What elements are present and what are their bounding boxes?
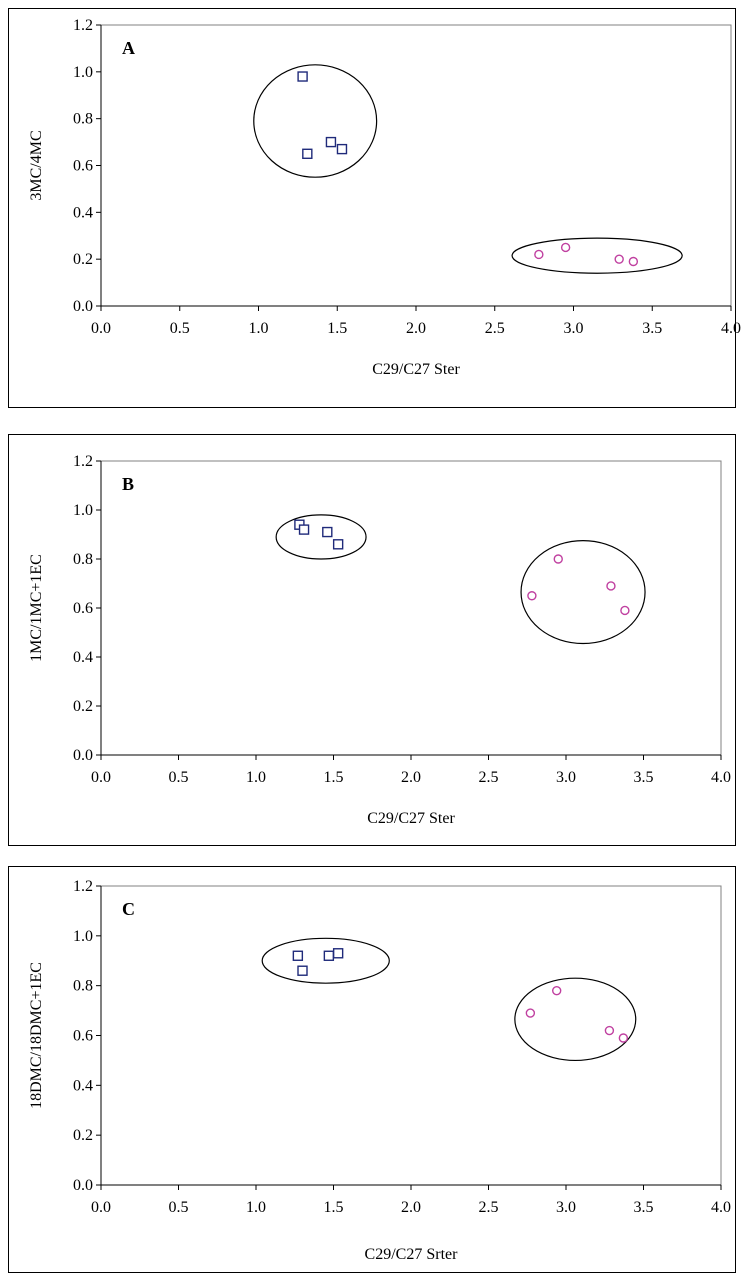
data-point-circle [560,242,571,253]
data-point-circle [618,1033,629,1043]
x-tick-label: 3.0 [556,1199,576,1216]
data-point-square [297,71,308,82]
y-tick-label: 1.2 [73,453,93,470]
data-point-square [323,950,335,961]
plot-area [100,885,722,1186]
data-point-circle [604,1025,615,1036]
data-point-circle [534,249,544,260]
y-tick-label: 0.6 [73,158,93,175]
x-tick-label: 2.5 [485,320,505,337]
chart-panel-c: 0.0 0.5 1.0 1.5 2.0 2.5 3.0 3.5 4.0 0.0 0.2 0.4 0.6 0… [8,866,736,1273]
group-ellipse [253,64,378,178]
y-tick-label: 0.6 [73,1028,93,1045]
data-point-circle [527,591,537,601]
panel-label: A [122,38,135,58]
data-point-circle [606,581,616,591]
x-tick-label: 4.0 [711,1199,731,1216]
x-tick-label: 3.5 [634,1199,654,1216]
x-axis-title: C29/C27 Ster [367,810,455,827]
data-point-circle [552,985,562,996]
x-tick-label: 2.0 [401,1199,421,1216]
scatter-chart-b: 0.0 0.5 1.0 1.5 2.0 2.5 3.0 3.5 4.0 0.0 0.2 0.4 0.6 0… [28,453,731,827]
chart-panel-a: 0.0 0.5 1.0 1.5 2.0 2.5 3.0 3.5 4.0 0.0 0.2 0.4 0.6 0… [8,8,741,408]
data-point-square [322,526,333,538]
y-tick-label: 1.2 [73,17,93,34]
group-ellipse [275,514,367,560]
x-tick-label: 2.0 [406,320,426,337]
x-tick-label: 3.0 [564,320,584,337]
y-axis-title: 1MC/1MC+1EC [28,554,45,662]
x-tick-label: 0.0 [91,320,111,337]
x-tick-label: 0.5 [169,1199,189,1216]
x-tick-label: 1.5 [324,769,344,786]
x-tick-label: 1.5 [327,320,347,337]
y-tick-label: 1.2 [73,878,93,895]
panel-label: C [122,899,135,919]
data-point-square [298,524,310,535]
data-point-square [297,965,308,976]
data-point-square [332,948,344,959]
y-tick-label: 0.0 [73,1177,93,1194]
y-tick-label: 0.2 [73,698,93,715]
x-tick-label: 2.5 [479,1199,499,1216]
x-tick-label: 3.5 [642,320,662,337]
x-tick-label: 1.5 [324,1199,344,1216]
y-tick-label: 1.0 [73,928,93,945]
group-ellipse [511,237,683,274]
data-point-circle [628,256,639,267]
x-tick-label: 0.0 [91,1199,111,1216]
data-point-circle [620,605,630,616]
y-axis-title: 18DMC/18DMC+1EC [28,962,45,1109]
y-tick-label: 0.8 [73,978,93,995]
group-ellipse [514,977,637,1062]
x-axis-title: C29/C27 Ster [372,361,460,378]
y-tick-label: 0.4 [73,204,93,221]
y-tick-label: 0.2 [73,251,93,268]
x-tick-label: 1.0 [246,769,266,786]
data-point-square [325,136,337,148]
y-tick-label: 0.4 [73,1077,93,1094]
y-tick-label: 1.0 [73,502,93,519]
x-tick-label: 2.5 [479,769,499,786]
y-axis-title: 3MC/4MC [28,130,45,200]
group-ellipse [261,937,390,984]
x-tick-label: 4.0 [711,769,731,786]
data-point-square [292,950,304,961]
scatter-chart-c: 0.0 0.5 1.0 1.5 2.0 2.5 3.0 3.5 4.0 0.0 0.2 0.4 0.6 0… [28,878,731,1263]
chart-panel-b: 0.0 0.5 1.0 1.5 2.0 2.5 3.0 3.5 4.0 0.0 0.2 0.4 0.6 0… [8,434,736,846]
x-tick-label: 3.0 [556,769,576,786]
x-tick-label: 0.5 [169,769,189,786]
y-tick-label: 0.4 [73,649,93,666]
x-tick-label: 1.0 [246,1199,266,1216]
x-tick-label: 0.0 [91,769,111,786]
y-tick-label: 0.8 [73,111,93,128]
group-ellipse [520,540,646,645]
x-tick-label: 1.0 [249,320,269,337]
data-point-square [336,143,348,155]
x-tick-label: 3.5 [634,769,654,786]
y-tick-label: 0.2 [73,1127,93,1144]
panel-label: B [122,474,134,494]
data-point-circle [553,554,563,564]
data-point-square [332,539,344,550]
scatter-chart-a: 0.0 0.5 1.0 1.5 2.0 2.5 3.0 3.5 4.0 0.0 0.2 0.4 0.6 0… [28,17,741,378]
y-tick-label: 0.0 [73,298,93,315]
data-point-circle [614,254,624,264]
y-tick-label: 1.0 [73,64,93,81]
data-point-circle [525,1008,536,1018]
x-axis-title: C29/C27 Srter [365,1246,459,1263]
x-tick-label: 2.0 [401,769,421,786]
x-tick-label: 0.5 [170,320,190,337]
x-tick-label: 4.0 [721,320,741,337]
y-tick-label: 0.6 [73,600,93,617]
data-point-square [302,148,313,159]
y-tick-label: 0.8 [73,551,93,568]
y-tick-label: 0.0 [73,747,93,764]
